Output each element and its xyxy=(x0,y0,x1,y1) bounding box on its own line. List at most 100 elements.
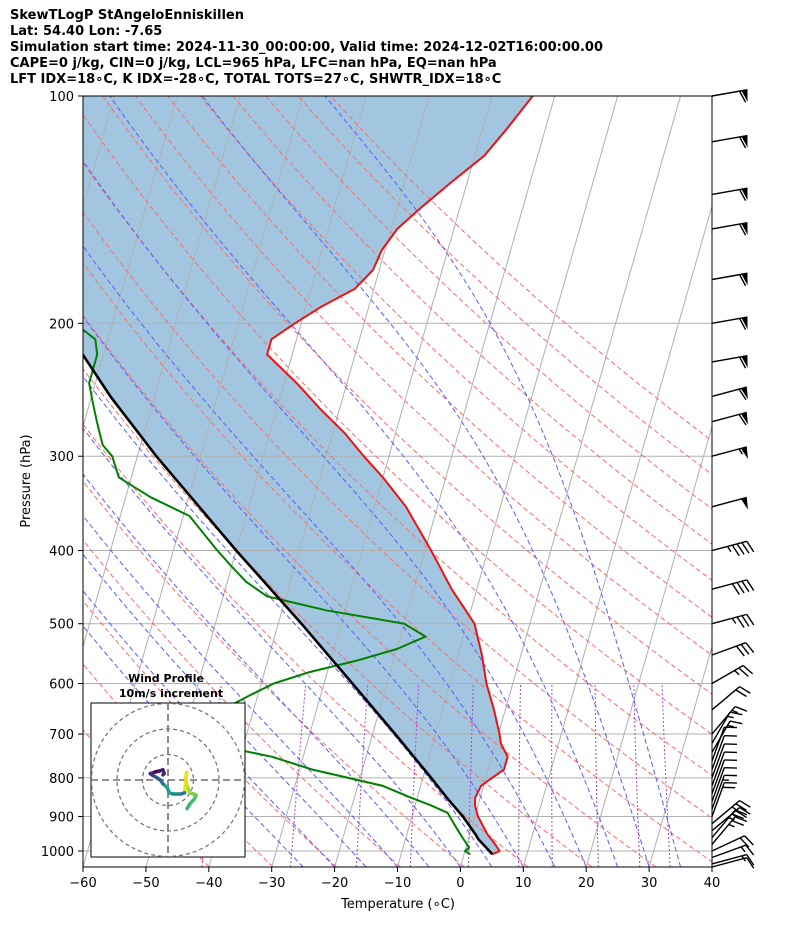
y-tick-label: 900 xyxy=(49,810,74,825)
x-tick-label: −40 xyxy=(195,876,222,891)
moist-adiabat-line xyxy=(83,473,430,867)
dry-adiabat-line xyxy=(83,314,657,867)
wind-barb xyxy=(711,187,748,201)
mixing-ratio-line xyxy=(468,683,474,867)
wind-barb-full xyxy=(744,835,754,846)
mixing-ratio-line xyxy=(633,683,641,867)
wind-barb xyxy=(711,316,748,330)
wind-barb-full xyxy=(739,806,751,815)
wind-barb-half xyxy=(731,709,739,714)
wind-barb-pennant xyxy=(741,135,748,148)
wind-barb-full xyxy=(738,318,747,330)
dry-adiabat-line xyxy=(83,539,401,867)
wind-barb-half xyxy=(722,779,729,781)
wind-barb-full xyxy=(731,820,744,826)
wind-barb-full xyxy=(746,854,755,866)
x-tick-label: −50 xyxy=(132,876,159,891)
x-tick-label: −60 xyxy=(69,876,96,891)
dry-adiabat-line xyxy=(330,96,712,442)
wind-barb-full xyxy=(731,583,740,595)
wind-barb-staff xyxy=(711,613,747,625)
wind-barb-staff xyxy=(711,743,725,779)
wind-barb xyxy=(711,272,748,287)
wind-barb-half xyxy=(728,817,735,821)
y-tick-label: 200 xyxy=(49,317,74,332)
wind-barb-staff xyxy=(711,807,741,832)
moist-adiabat-line xyxy=(83,553,367,867)
mixing-ratio-line xyxy=(594,683,599,867)
mixing-ratio-line xyxy=(661,683,671,867)
wind-barb-full xyxy=(738,356,747,369)
y-tick-label: 600 xyxy=(49,678,74,693)
wind-barb-full xyxy=(734,705,748,712)
dry-adiabat-line xyxy=(102,96,712,695)
wind-barb-staff xyxy=(711,767,725,802)
dry-adiabat-line xyxy=(83,262,712,863)
wind-barb-staff xyxy=(711,751,725,787)
dry-adiabat-line xyxy=(83,480,465,867)
wind-barb xyxy=(711,743,737,779)
wind-barb xyxy=(711,446,748,459)
x-tick-label: −10 xyxy=(384,876,411,891)
wind-barb-full xyxy=(724,759,737,762)
hodograph-segment xyxy=(161,771,166,777)
wind-barb xyxy=(711,686,751,711)
wind-barb-half xyxy=(731,617,737,624)
profile-lines-layer xyxy=(83,96,534,856)
wind-barb-staff xyxy=(711,540,747,552)
wind-barb-full xyxy=(742,664,754,675)
wind-barb-full xyxy=(724,751,737,754)
dry-adiabat-line xyxy=(134,96,712,656)
hodograph-subtitle: 10m/s increment xyxy=(119,687,223,700)
isotherm-line xyxy=(585,424,712,867)
wind-barb-full xyxy=(724,734,737,737)
wind-barb-full xyxy=(738,667,749,677)
hodograph-title: Wind Profile xyxy=(128,672,204,685)
wind-barb-full xyxy=(735,810,747,818)
wind-barb xyxy=(711,711,743,744)
wind-barb-staff xyxy=(711,579,747,590)
wind-barb-full xyxy=(735,803,747,811)
wind-barb-full xyxy=(745,844,755,856)
wind-barb xyxy=(711,705,748,735)
wind-barb-pennant xyxy=(740,387,748,400)
wind-barb-staff xyxy=(711,386,747,398)
wind-barb-pennant xyxy=(741,89,748,102)
wind-barb-full xyxy=(724,774,737,777)
wind-barb xyxy=(711,496,748,510)
wind-barb-staff xyxy=(711,844,747,859)
wind-barb-half xyxy=(728,823,735,828)
wind-barb-full xyxy=(724,781,737,784)
wind-barb-full xyxy=(738,189,747,201)
wind-barb-staff xyxy=(711,711,731,744)
parcel-line xyxy=(83,352,494,856)
y-tick-label: 400 xyxy=(49,545,74,560)
wind-barb-pennant xyxy=(740,497,748,510)
isotherm-line xyxy=(522,204,712,867)
wind-barb-pennant xyxy=(741,355,748,368)
wind-barb-full xyxy=(735,689,747,698)
x-tick-label: 0 xyxy=(456,876,464,891)
wind-barb-staff xyxy=(711,664,744,685)
wind-barb-full xyxy=(731,544,740,557)
wind-barb xyxy=(711,734,737,770)
wind-barb-pennant xyxy=(740,412,748,425)
wind-barb-staff xyxy=(711,221,748,230)
moist-adiabat-line xyxy=(83,160,587,867)
wind-barb xyxy=(711,411,748,426)
wind-barb xyxy=(711,642,755,657)
wind-barb xyxy=(711,89,748,103)
x-tick-label: 30 xyxy=(641,876,658,891)
wind-barb xyxy=(711,799,751,825)
wind-barb-staff xyxy=(711,720,731,753)
wind-barb xyxy=(711,774,737,810)
isotherm-line xyxy=(459,96,682,867)
wind-barb xyxy=(711,540,755,557)
wind-barb-pennant xyxy=(741,188,748,201)
wind-barb-staff xyxy=(711,735,725,770)
wind-barb-staff xyxy=(711,726,725,762)
wind-barb-staff xyxy=(711,496,747,508)
wind-barb xyxy=(711,221,748,236)
moist-adiabat-line xyxy=(109,96,619,867)
